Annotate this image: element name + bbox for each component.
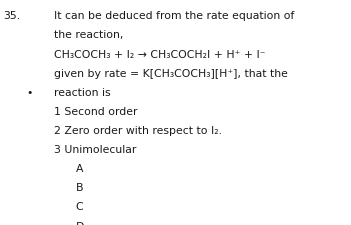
Text: 1 Second order: 1 Second order [54,107,138,117]
Text: 2 Zero order with respect to I₂.: 2 Zero order with respect to I₂. [54,126,223,136]
Text: 3 Unimolecular: 3 Unimolecular [54,145,137,155]
Text: reaction is: reaction is [54,88,111,98]
Text: •: • [26,88,33,98]
Text: B: B [75,183,83,193]
Text: C: C [75,202,83,212]
Text: the reaction,: the reaction, [54,30,124,40]
Text: CH₃COCH₃ + I₂ → CH₃COCH₂I + H⁺ + I⁻: CH₃COCH₃ + I₂ → CH₃COCH₂I + H⁺ + I⁻ [54,50,266,59]
Text: 35.: 35. [4,11,21,21]
Text: It can be deduced from the rate equation of: It can be deduced from the rate equation… [54,11,295,21]
Text: D: D [75,222,84,225]
Text: given by rate = K[CH₃COCH₃][H⁺], that the: given by rate = K[CH₃COCH₃][H⁺], that th… [54,69,288,79]
Text: A: A [75,164,83,174]
